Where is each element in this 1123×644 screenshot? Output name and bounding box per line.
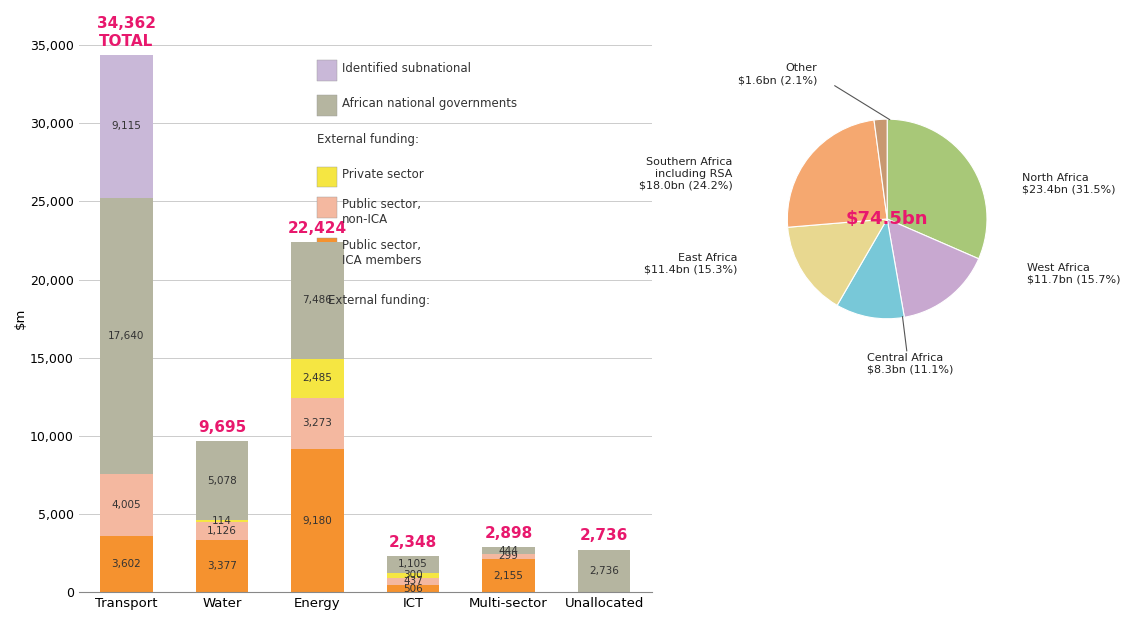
- FancyBboxPatch shape: [317, 196, 337, 218]
- Text: Public sector,
ICA members: Public sector, ICA members: [343, 240, 422, 267]
- Text: 444: 444: [499, 545, 519, 556]
- Bar: [195, 522, 248, 540]
- FancyBboxPatch shape: [317, 95, 337, 116]
- Bar: [386, 556, 439, 573]
- Text: Public sector,
non-ICA: Public sector, non-ICA: [343, 198, 421, 226]
- Text: African national governments: African national governments: [343, 97, 518, 110]
- Bar: [386, 578, 439, 585]
- Bar: [578, 550, 630, 592]
- Text: 22,424: 22,424: [287, 220, 347, 236]
- Bar: [482, 559, 535, 592]
- Text: $74.5bn: $74.5bn: [846, 210, 929, 228]
- Text: 34,362
TOTAL: 34,362 TOTAL: [97, 16, 156, 49]
- Text: 2,898: 2,898: [484, 526, 532, 541]
- Text: 1,105: 1,105: [399, 560, 428, 569]
- Bar: [100, 198, 153, 473]
- Text: External funding:: External funding:: [317, 133, 419, 146]
- Y-axis label: $m: $m: [15, 308, 27, 330]
- Wedge shape: [787, 120, 887, 227]
- Bar: [386, 585, 439, 592]
- Bar: [100, 55, 153, 198]
- Bar: [482, 547, 535, 554]
- Bar: [195, 540, 248, 592]
- Text: Southern Africa
including RSA
$18.0bn (24.2%): Southern Africa including RSA $18.0bn (2…: [639, 157, 732, 191]
- Text: 300: 300: [403, 571, 423, 580]
- Wedge shape: [837, 219, 904, 319]
- Text: 506: 506: [403, 583, 423, 594]
- Text: Other
$1.6bn (2.1%): Other $1.6bn (2.1%): [738, 63, 818, 85]
- Text: 3,377: 3,377: [207, 561, 237, 571]
- Text: Central Africa
$8.3bn (11.1%): Central Africa $8.3bn (11.1%): [867, 353, 953, 375]
- Bar: [195, 441, 248, 520]
- Bar: [291, 398, 344, 449]
- Text: 17,640: 17,640: [108, 330, 145, 341]
- Text: 299: 299: [499, 551, 519, 562]
- FancyBboxPatch shape: [317, 167, 337, 187]
- Text: 2,485: 2,485: [302, 374, 332, 383]
- Bar: [482, 554, 535, 559]
- FancyBboxPatch shape: [317, 238, 337, 258]
- Bar: [386, 573, 439, 578]
- Bar: [195, 520, 248, 522]
- Text: 3,602: 3,602: [111, 559, 141, 569]
- Bar: [100, 536, 153, 592]
- Text: Identified subnational: Identified subnational: [343, 62, 472, 75]
- Text: 9,180: 9,180: [302, 516, 332, 526]
- Text: 3,273: 3,273: [302, 419, 332, 428]
- Text: 2,155: 2,155: [494, 571, 523, 581]
- Bar: [291, 359, 344, 398]
- Text: 2,348: 2,348: [389, 535, 437, 549]
- Text: 9,115: 9,115: [111, 121, 141, 131]
- Text: 4,005: 4,005: [111, 500, 141, 510]
- Text: 2,736: 2,736: [590, 566, 619, 576]
- Wedge shape: [787, 219, 887, 305]
- Text: 437: 437: [403, 576, 423, 586]
- Bar: [100, 473, 153, 536]
- Wedge shape: [887, 219, 979, 317]
- Text: 5,078: 5,078: [207, 475, 237, 486]
- Text: 7,486: 7,486: [302, 296, 332, 305]
- Bar: [291, 449, 344, 592]
- Text: West Africa
$11.7bn (15.7%): West Africa $11.7bn (15.7%): [1026, 263, 1121, 285]
- FancyBboxPatch shape: [317, 60, 337, 80]
- Text: 2,736: 2,736: [579, 529, 628, 544]
- Text: North Africa
$23.4bn (31.5%): North Africa $23.4bn (31.5%): [1022, 173, 1115, 195]
- Wedge shape: [887, 119, 987, 259]
- Text: Private sector: Private sector: [343, 168, 424, 181]
- Text: External funding:: External funding:: [328, 294, 430, 307]
- Text: 114: 114: [212, 516, 231, 526]
- Text: 9,695: 9,695: [198, 420, 246, 435]
- Wedge shape: [874, 119, 887, 219]
- Bar: [291, 242, 344, 359]
- Text: 1,126: 1,126: [207, 526, 237, 536]
- Text: East Africa
$11.4bn (15.3%): East Africa $11.4bn (15.3%): [645, 253, 738, 275]
